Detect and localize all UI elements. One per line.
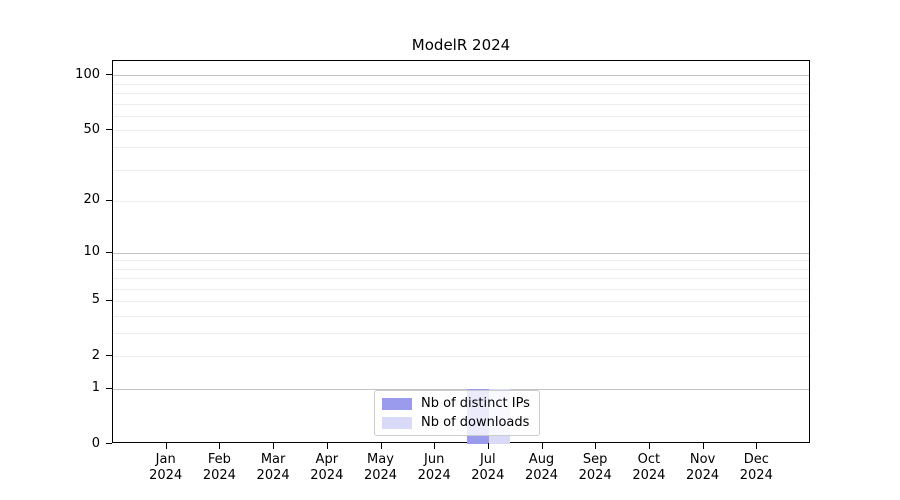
legend-item-nb-of-distinct-ips: Nb of distinct IPs [382, 396, 530, 411]
minor-gridline [113, 83, 809, 85]
legend-swatch-icon [382, 397, 412, 410]
y-tick-label: 20 [83, 192, 100, 208]
x-tick-label: Apr 2024 [299, 452, 355, 484]
legend-item-nb-of-downloads: Nb of downloads [382, 415, 530, 430]
month-label: Oct [637, 452, 661, 467]
legend: Nb of distinct IPs Nb of downloads [374, 390, 540, 436]
year-label: 2024 [256, 468, 290, 483]
month-label: Aug [528, 452, 555, 467]
x-tick-mark [756, 443, 758, 449]
x-tick-mark [326, 443, 328, 449]
y-tick-label: 10 [83, 244, 100, 259]
x-tick-label: Oct 2024 [621, 452, 677, 484]
y-tick-label: 0 [91, 435, 100, 451]
x-tick-mark [702, 443, 704, 449]
minor-gridline [113, 169, 809, 171]
y-tick-label: 2 [91, 347, 100, 363]
year-label: 2024 [578, 468, 612, 483]
year-label: 2024 [363, 468, 398, 483]
x-tick-label: Mar 2024 [245, 452, 301, 484]
x-tick-mark [541, 443, 543, 449]
minor-gridline [113, 93, 809, 95]
year-label: 2024 [524, 468, 559, 483]
year-label: 2024 [686, 468, 720, 483]
x-tick-label: Aug 2024 [514, 452, 570, 484]
minor-gridline [113, 288, 809, 290]
y-tick-mark [106, 251, 112, 253]
y-tick-mark [106, 355, 112, 357]
minor-gridline [113, 200, 809, 202]
year-label: 2024 [739, 468, 773, 483]
minor-gridline [113, 333, 809, 335]
y-tick-label: 50 [83, 121, 100, 137]
month-label: Nov [689, 452, 716, 467]
x-tick-mark [273, 443, 275, 449]
x-tick-label: Feb 2024 [191, 452, 247, 484]
x-tick-mark [165, 443, 167, 449]
x-tick-label: Sep 2024 [567, 452, 623, 484]
month-label: Jul [479, 452, 496, 467]
month-label: Dec [743, 452, 769, 467]
month-label: Mar [260, 452, 286, 467]
year-label: 2024 [417, 468, 451, 483]
x-tick-label: Jun 2024 [406, 452, 462, 484]
month-label: Jan [155, 452, 176, 467]
x-tick-mark [219, 443, 221, 449]
year-label: 2024 [471, 468, 505, 483]
month-label: Sep [582, 452, 608, 467]
x-tick-mark [380, 443, 382, 449]
minor-gridline [113, 147, 809, 149]
major-gridline [113, 75, 809, 77]
x-tick-mark [487, 443, 489, 449]
y-tick-label: 1 [91, 380, 100, 396]
y-tick-label: 100 [75, 66, 100, 82]
year-label: 2024 [149, 468, 183, 483]
year-label: 2024 [202, 468, 236, 483]
minor-gridline [113, 103, 809, 105]
x-tick-label: May 2024 [353, 452, 409, 484]
minor-gridline [113, 277, 809, 279]
major-gridline [113, 252, 809, 254]
minor-gridline [113, 260, 809, 262]
minor-gridline [113, 268, 809, 270]
month-label: May [367, 452, 394, 467]
y-tick-label: 5 [91, 292, 100, 308]
month-label: Jun [424, 452, 445, 467]
x-tick-label: Jul 2024 [460, 452, 516, 484]
legend-label: Nb of downloads [421, 415, 530, 430]
year-label: 2024 [310, 468, 344, 483]
minor-gridline [113, 356, 809, 358]
x-tick-mark [648, 443, 650, 449]
x-tick-label: Jan 2024 [138, 452, 194, 484]
y-tick-mark [106, 443, 112, 444]
legend-label: Nb of distinct IPs [421, 396, 530, 411]
minor-gridline [113, 300, 809, 302]
legend-swatch-icon [382, 416, 412, 429]
x-tick-mark [434, 443, 436, 449]
x-tick-mark [595, 443, 597, 449]
x-tick-label: Dec 2024 [728, 452, 784, 484]
plot-area [112, 60, 810, 444]
y-tick-mark [106, 299, 112, 301]
minor-gridline [113, 115, 809, 117]
chart-title: ModelR 2024 [411, 36, 511, 54]
year-label: 2024 [632, 468, 666, 483]
minor-gridline [113, 315, 809, 317]
minor-gridline [113, 130, 809, 131]
major-gridline [113, 388, 809, 390]
y-tick-mark [106, 387, 112, 389]
month-label: Feb [207, 452, 231, 467]
y-tick-mark [106, 199, 112, 201]
y-tick-mark [106, 74, 112, 76]
month-label: Apr [315, 452, 339, 467]
x-tick-label: Nov 2024 [675, 452, 731, 484]
y-tick-mark [106, 129, 112, 130]
